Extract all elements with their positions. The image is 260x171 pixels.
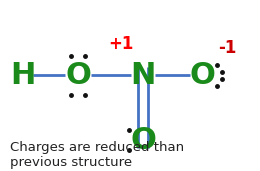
Text: +1: +1 <box>108 35 134 54</box>
Text: Charges are reduced than
previous structure: Charges are reduced than previous struct… <box>10 141 185 169</box>
Text: O: O <box>130 126 156 155</box>
Text: O: O <box>190 61 216 90</box>
Text: -1: -1 <box>218 39 237 57</box>
Text: N: N <box>130 61 156 90</box>
Text: O: O <box>65 61 91 90</box>
Text: H: H <box>11 61 36 90</box>
